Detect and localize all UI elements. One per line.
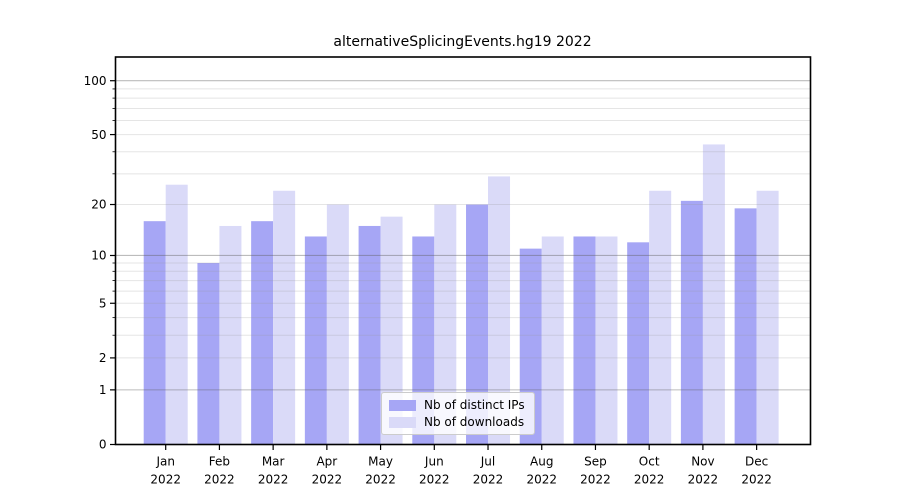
gridlines-group: [115, 80, 811, 391]
y-tick-label-10: 10: [91, 249, 106, 263]
bars-group: [143, 144, 779, 445]
legend-label-downloads: Nb of downloads: [424, 415, 525, 429]
plot-border: [114, 56, 812, 446]
bar-downloads-jun: [434, 204, 457, 445]
y-tick-label-0: 0: [99, 438, 107, 452]
bar-downloads-jan: [165, 184, 188, 445]
x-tick-label-nov: Nov 2022: [688, 455, 719, 487]
x-tick-label-oct: Oct 2022: [634, 455, 665, 487]
y-tick-label-20: 20: [91, 198, 106, 212]
x-tick-label-feb: Feb 2022: [204, 455, 235, 487]
y-tick-label-100: 100: [84, 74, 107, 88]
legend: Nb of distinct IPs Nb of downloads: [381, 392, 535, 435]
bar-downloads-feb: [219, 225, 242, 445]
bar-downloads-oct: [649, 190, 672, 445]
legend-swatch-distinct-ips: [389, 399, 416, 411]
bar-distinct-ips-oct: [627, 242, 650, 445]
bar-distinct-ips-nov: [680, 200, 703, 445]
bar-distinct-ips-jan: [143, 221, 166, 445]
x-axis-group: Jan 2022 Feb 2022 Mar 2022 Apr 2022 May 2022 Jun 20…: [150, 444, 772, 487]
bar-downloads-dec: [756, 190, 779, 445]
bar-distinct-ips-feb: [197, 263, 220, 445]
bar-downloads-jul: [488, 176, 511, 445]
y-tick-label-5: 5: [99, 296, 107, 310]
x-tick-label-dec: Dec 2022: [741, 455, 772, 487]
bar-distinct-ips-may: [358, 225, 381, 445]
x-tick-label-apr: Apr 2022: [312, 455, 343, 487]
y-tick-label-1: 1: [99, 383, 107, 397]
legend-item-distinct-ips: Nb of distinct IPs: [389, 398, 525, 412]
legend-swatch-downloads: [389, 416, 416, 428]
bar-downloads-aug: [541, 236, 564, 445]
x-tick-label-may: May 2022: [365, 455, 396, 487]
bar-downloads-sep: [595, 236, 618, 445]
bar-distinct-ips-apr: [304, 236, 327, 445]
legend-item-downloads: Nb of downloads: [389, 415, 525, 429]
x-tick-label-jul: Jul 2022: [473, 455, 504, 487]
bar-distinct-ips-sep: [573, 236, 596, 445]
chart-title: alternativeSplicingEvents.hg19 2022: [333, 34, 592, 50]
y-tick-label-2: 2: [99, 351, 107, 365]
x-tick-label-jun: Jun 2022: [419, 455, 450, 487]
bar-downloads-nov: [702, 144, 725, 445]
x-tick-label-jan: Jan 2022: [150, 455, 181, 487]
x-tick-label-aug: Aug 2022: [526, 455, 557, 487]
bar-downloads-may: [380, 216, 403, 445]
legend-label-distinct-ips: Nb of distinct IPs: [424, 398, 525, 412]
bar-distinct-ips-mar: [251, 221, 274, 445]
x-tick-label-sep: Sep 2022: [580, 455, 611, 487]
bar-downloads-mar: [273, 190, 296, 445]
x-tick-label-mar: Mar 2022: [258, 455, 289, 487]
bar-distinct-ips-dec: [734, 208, 757, 445]
bar-distinct-ips-jul: [466, 204, 489, 445]
bar-downloads-apr: [326, 204, 349, 445]
y-tick-label-50: 50: [91, 128, 106, 142]
